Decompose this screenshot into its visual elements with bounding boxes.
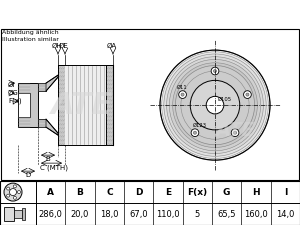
Text: F(x): F(x) — [8, 98, 22, 104]
Text: I: I — [284, 188, 287, 197]
Text: ATE: ATE — [215, 121, 255, 140]
Circle shape — [191, 129, 199, 137]
Bar — [22, 208, 25, 220]
Circle shape — [160, 50, 270, 160]
Text: C: C — [106, 188, 112, 197]
Polygon shape — [46, 75, 58, 91]
Text: 160,0: 160,0 — [244, 209, 268, 218]
Text: F(x): F(x) — [187, 188, 207, 197]
Circle shape — [179, 91, 186, 99]
Circle shape — [167, 57, 263, 153]
Circle shape — [206, 96, 224, 114]
Text: Ø123: Ø123 — [193, 123, 207, 128]
Text: D: D — [135, 188, 142, 197]
Text: B: B — [76, 188, 83, 197]
Text: ØG: ØG — [8, 90, 19, 96]
Circle shape — [7, 187, 10, 190]
Bar — [58, 65, 65, 145]
Bar — [65, 65, 106, 145]
Text: 14,0: 14,0 — [276, 209, 295, 218]
Text: ØE: ØE — [59, 43, 69, 49]
Circle shape — [17, 191, 20, 194]
Text: C (MTH): C (MTH) — [40, 164, 68, 171]
Text: ØA: ØA — [107, 43, 117, 49]
Text: 5: 5 — [195, 209, 200, 218]
Text: ØI: ØI — [8, 82, 15, 88]
Text: 20,0: 20,0 — [71, 209, 89, 218]
Bar — [38, 119, 46, 127]
Bar — [106, 65, 113, 145]
Text: 67,0: 67,0 — [129, 209, 148, 218]
Bar — [38, 83, 46, 91]
Text: Ø105: Ø105 — [218, 97, 232, 102]
Circle shape — [169, 59, 261, 151]
Text: Ø11: Ø11 — [177, 85, 188, 90]
Text: D: D — [26, 172, 31, 178]
Text: 65,5: 65,5 — [218, 209, 236, 218]
Circle shape — [164, 54, 266, 156]
Circle shape — [246, 93, 249, 96]
Circle shape — [244, 91, 251, 99]
Text: 18,0: 18,0 — [100, 209, 118, 218]
Circle shape — [214, 70, 217, 73]
Circle shape — [7, 194, 10, 197]
Circle shape — [194, 131, 196, 134]
Circle shape — [211, 67, 219, 75]
Bar — [18, 93, 30, 117]
Circle shape — [4, 183, 22, 201]
Circle shape — [162, 52, 268, 158]
Circle shape — [173, 63, 257, 147]
Circle shape — [14, 196, 16, 199]
Circle shape — [190, 80, 240, 130]
Text: ATE: ATE — [51, 91, 113, 120]
Polygon shape — [18, 83, 38, 127]
Text: 286,0: 286,0 — [39, 209, 63, 218]
Circle shape — [181, 93, 184, 96]
Circle shape — [176, 65, 255, 145]
Bar — [14, 210, 22, 218]
Circle shape — [231, 129, 239, 137]
Text: 24.0120-0171.1    420171: 24.0120-0171.1 420171 — [50, 9, 220, 22]
Circle shape — [10, 189, 16, 196]
Text: A: A — [47, 188, 54, 197]
Polygon shape — [46, 119, 58, 135]
Text: E: E — [165, 188, 171, 197]
Text: B: B — [46, 156, 50, 162]
Text: 110,0: 110,0 — [156, 209, 180, 218]
Text: Abbildung ähnlich
Illustration similar: Abbildung ähnlich Illustration similar — [2, 30, 59, 42]
Text: ØH: ØH — [52, 43, 62, 49]
Bar — [4, 207, 14, 221]
Text: H: H — [252, 188, 260, 197]
Circle shape — [14, 185, 16, 188]
Circle shape — [233, 131, 237, 134]
Text: G: G — [223, 188, 230, 197]
